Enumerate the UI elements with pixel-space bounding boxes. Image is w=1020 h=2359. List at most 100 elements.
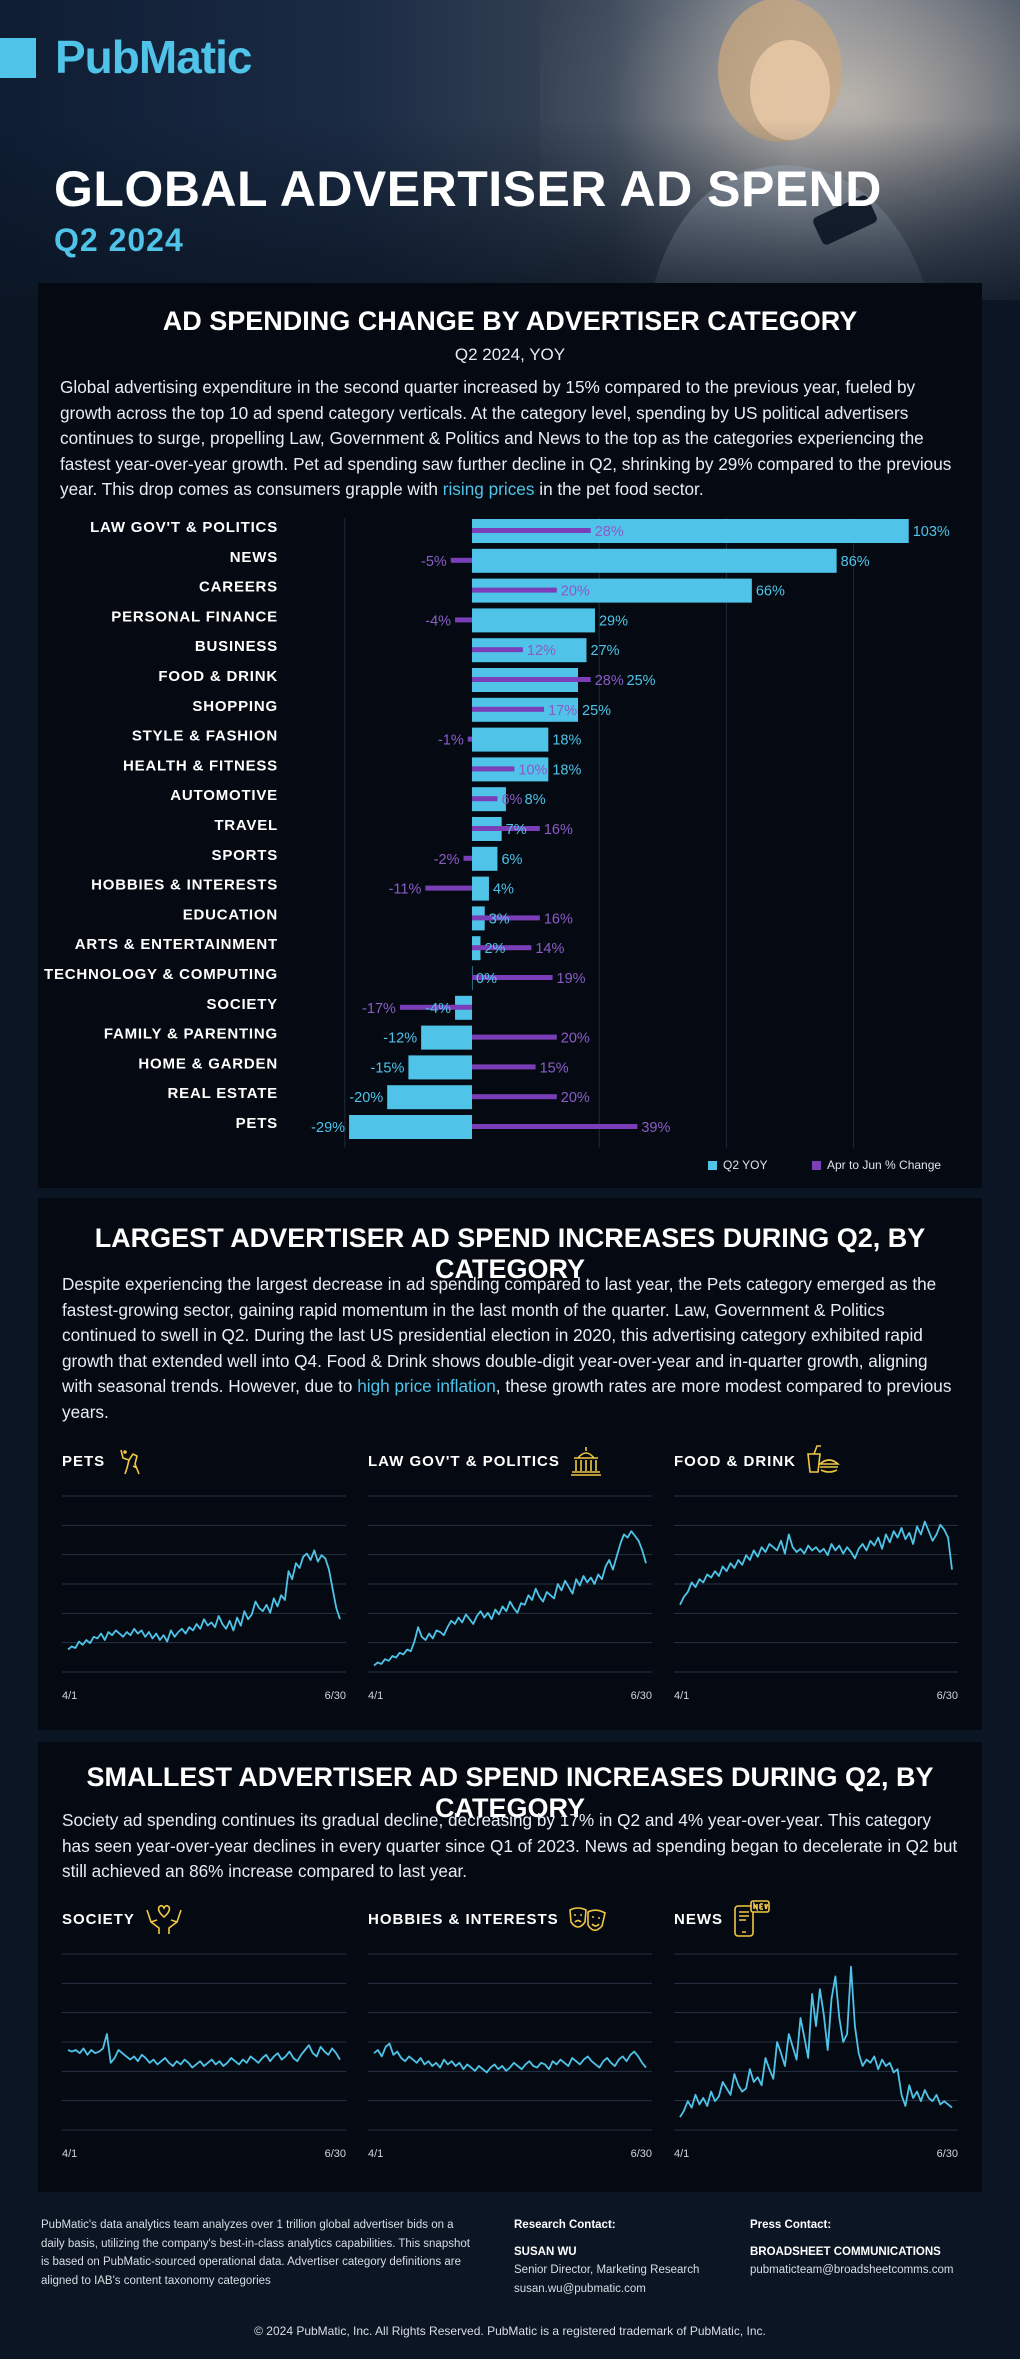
- footer-press-contact: Press Contact: BROADSHEET COMMUNICATIONS…: [750, 2216, 1000, 2280]
- hands-heart-icon: [146, 1904, 182, 1934]
- bar-apr-jun: [472, 647, 523, 653]
- q2-yoy-label: 25%: [627, 673, 656, 689]
- q2-yoy-label: 27%: [590, 643, 619, 659]
- bar-q2-yoy: [349, 1115, 472, 1139]
- q2-yoy-label: 4%: [493, 882, 514, 898]
- high-price-inflation-link[interactable]: high price inflation: [357, 1376, 496, 1396]
- sparkline-food-drink: FOOD & DRINK 4/1 6/30: [674, 1440, 958, 1702]
- category-label: STYLE & FASHION: [132, 728, 278, 745]
- sparkline-series: [373, 2042, 647, 2074]
- q2-yoy-label: 6%: [501, 852, 522, 868]
- apr-jun-label: 28%: [595, 524, 624, 540]
- apr-jun-label: 14%: [535, 941, 564, 957]
- page-title: GLOBAL ADVERTISER AD SPEND: [54, 161, 882, 217]
- apr-jun-label: 12%: [527, 643, 556, 659]
- logo-mark: [0, 38, 36, 78]
- category-label: PERSONAL FINANCE: [111, 608, 278, 625]
- press-email[interactable]: pubmaticteam@broadsheetcomms.com: [750, 2264, 954, 2276]
- q2-yoy-label: 18%: [552, 762, 581, 778]
- apr-jun-label: 15%: [540, 1060, 569, 1076]
- bar-apr-jun: [472, 796, 498, 802]
- x-axis-end: 6/30: [630, 2148, 652, 2160]
- apr-jun-label: -1%: [438, 733, 464, 749]
- x-axis-end: 6/30: [936, 2148, 958, 2160]
- ad-spending-change-panel: AD SPENDING CHANGE BY ADVERTISER CATEGOR…: [38, 283, 982, 1188]
- section-body: Despite experiencing the largest decreas…: [62, 1272, 962, 1425]
- bar-apr-jun: [425, 885, 472, 891]
- apr-jun-label: -2%: [434, 852, 460, 868]
- sparkline-title: FOOD & DRINK: [674, 1452, 796, 1470]
- sparkline-hobbies-interests: HOBBIES & INTERESTS 4/1 6/30: [368, 1898, 652, 2160]
- apr-jun-label: 16%: [544, 822, 573, 838]
- apr-jun-label: 39%: [641, 1120, 670, 1136]
- footer-research-contact: Research Contact: SUSAN WU Senior Direct…: [514, 2216, 754, 2298]
- q2-yoy-label: 3%: [489, 911, 510, 927]
- research-email[interactable]: susan.wu@pubmatic.com: [514, 2282, 646, 2295]
- category-label: PETS: [236, 1115, 278, 1132]
- body-text: in the pet food sector.: [534, 479, 704, 499]
- apr-jun-label: 19%: [557, 971, 586, 987]
- dog-icon: [120, 1449, 140, 1475]
- sparkline-chart: [674, 1495, 958, 1673]
- x-axis-end: 6/30: [630, 1690, 652, 1702]
- legend-apr-jun: Apr to Jun % Change: [812, 1158, 941, 1172]
- apr-jun-label: 20%: [561, 1031, 590, 1047]
- category-bar-chart: LAW GOV'T & POLITICS 103% 28% NEWS 86% -5% CAR…: [44, 518, 950, 1148]
- bar-apr-jun: [455, 617, 472, 623]
- sparkline-chart: [674, 1953, 958, 2131]
- research-role: Senior Director, Marketing Research: [514, 2264, 700, 2276]
- category-label: HOBBIES & INTERESTS: [91, 877, 278, 894]
- sparkline-title: NEWS: [674, 1910, 723, 1928]
- bar-apr-jun: [472, 528, 591, 533]
- apr-jun-label: -11%: [389, 882, 422, 898]
- section-title: LARGEST ADVERTISER AD SPEND INCREASES DU…: [94, 1223, 926, 1284]
- x-axis-start: 4/1: [368, 2148, 384, 2160]
- q2-yoy-label: 2%: [484, 941, 505, 957]
- body-text: Global advertising expenditure in the se…: [60, 377, 952, 499]
- bar-q2-yoy: [472, 548, 837, 573]
- sparkline-chart: [62, 1495, 346, 1673]
- page-subtitle: Q2 2024: [54, 222, 184, 258]
- q2-yoy-label: 7%: [506, 822, 527, 838]
- section-subtitle: Q2 2024, YOY: [454, 345, 566, 364]
- logo[interactable]: PubMatic: [55, 31, 252, 83]
- bar-apr-jun: [472, 1034, 557, 1040]
- sparkline-series: [679, 1520, 953, 1606]
- q2-yoy-label: 103%: [913, 524, 950, 540]
- sparkline-title: PETS: [62, 1452, 106, 1470]
- category-label: FAMILY & PARENTING: [104, 1026, 278, 1043]
- category-label: HEALTH & FITNESS: [123, 757, 278, 774]
- category-label: SHOPPING: [192, 698, 278, 715]
- category-label: REAL ESTATE: [168, 1085, 278, 1102]
- apr-jun-label: 20%: [561, 584, 590, 600]
- q2-yoy-label: -29%: [311, 1120, 345, 1136]
- x-axis-start: 4/1: [674, 1690, 690, 1702]
- body-text: , these growth rates are more modest com…: [62, 1376, 952, 1422]
- bar-apr-jun: [472, 826, 540, 831]
- rising-prices-link[interactable]: rising prices: [442, 479, 535, 499]
- bar-apr-jun: [472, 1064, 536, 1070]
- bar-apr-jun: [472, 587, 557, 593]
- q2-yoy-label: 18%: [552, 733, 581, 749]
- category-label: TECHNOLOGY & COMPUTING: [44, 966, 278, 983]
- bar-q2-yoy: [408, 1055, 472, 1080]
- sparkline-chart: [368, 1953, 652, 2131]
- sparkline-series: [67, 2033, 341, 2069]
- bar-apr-jun: [472, 677, 591, 682]
- q2-yoy-label: 86%: [841, 554, 870, 570]
- sparkline-series: [679, 1965, 953, 2118]
- legend-swatch: [812, 1161, 821, 1171]
- bar-q2-yoy: [472, 846, 498, 871]
- bar-apr-jun: [472, 766, 515, 772]
- legend-swatch: [708, 1161, 717, 1171]
- largest-increases-panel: LARGEST ADVERTISER AD SPEND INCREASES DU…: [38, 1198, 982, 1730]
- section-title: AD SPENDING CHANGE BY ADVERTISER CATEGOR…: [162, 306, 858, 336]
- x-axis-end: 6/30: [324, 2148, 346, 2160]
- category-label: BUSINESS: [195, 638, 278, 655]
- sparkline-chart: [368, 1495, 652, 1673]
- apr-jun-label: 20%: [561, 1090, 590, 1106]
- sparkline-title: SOCIETY: [62, 1910, 135, 1928]
- q2-yoy-label: -20%: [349, 1090, 383, 1106]
- sparkline-chart: [62, 1953, 346, 2131]
- copyright: © 2024 PubMatic, Inc. All Rights Reserve…: [254, 2324, 766, 2338]
